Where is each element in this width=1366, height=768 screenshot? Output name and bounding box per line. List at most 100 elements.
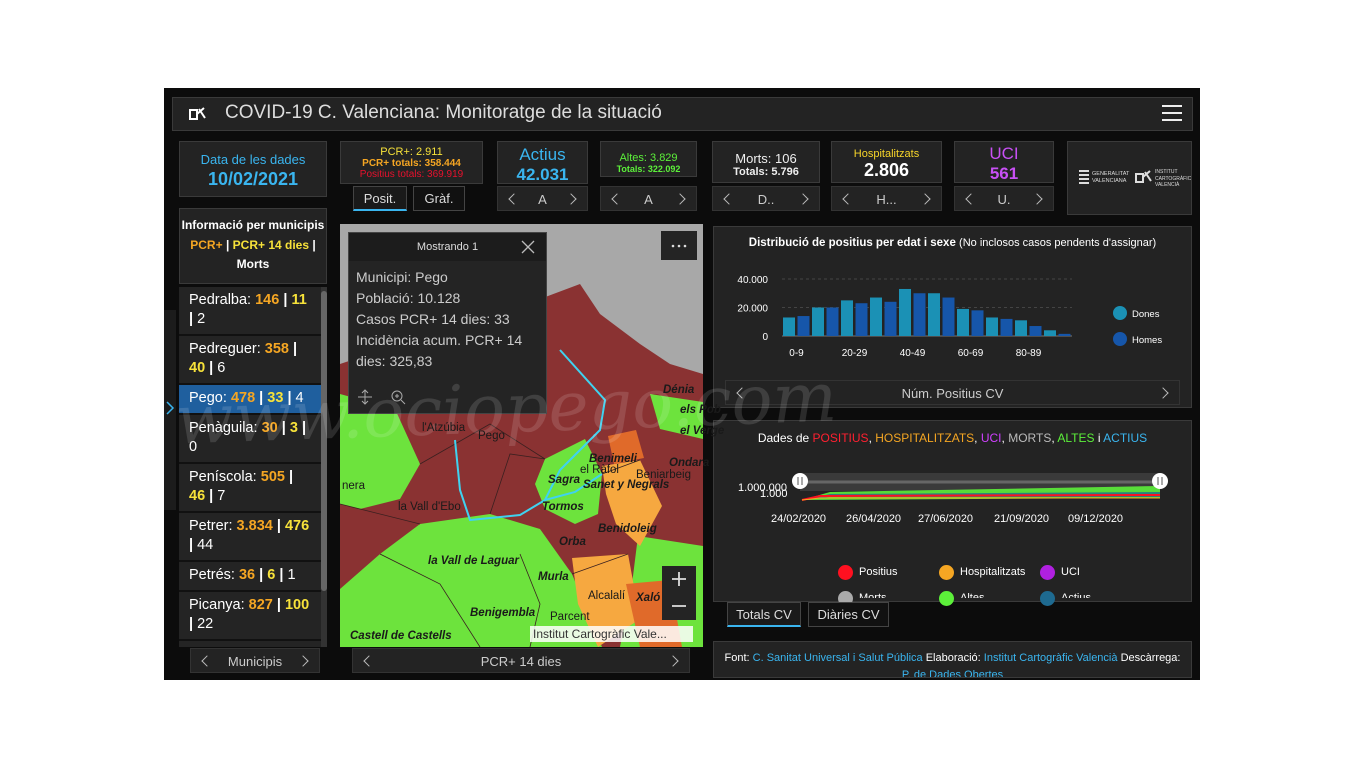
legend-morts: Morts xyxy=(236,257,270,271)
place-label: nera xyxy=(342,480,366,492)
title-part: UCI xyxy=(980,431,1002,445)
tab-graf[interactable]: Gràf. xyxy=(413,186,465,211)
muni-row[interactable]: Penàguila: 30 | 3 | 0 xyxy=(179,415,321,464)
legend-pcr14: PCR+ 14 dies xyxy=(232,238,310,252)
tab-totals[interactable]: Totals CV xyxy=(727,602,801,627)
bar xyxy=(812,307,824,336)
altes-nav[interactable]: A xyxy=(600,186,697,211)
tab-diaries[interactable]: Diàries CV xyxy=(808,602,889,627)
title-part: , xyxy=(868,431,872,445)
muni-sep: | xyxy=(209,360,214,376)
title-part: , xyxy=(1001,431,1005,445)
place-label: Dénia xyxy=(663,384,695,396)
legend-swatch xyxy=(1113,306,1127,320)
muni-row[interactable]: Picanya: 827 | 100 | 22 xyxy=(179,592,321,641)
muni-row[interactable]: Pedreguer: 358 | 40 | 6 xyxy=(179,336,321,385)
bar xyxy=(1015,320,1027,336)
bar xyxy=(1000,318,1013,336)
muni-pcr: 36 xyxy=(238,567,256,583)
legend-label: Altes xyxy=(960,592,984,598)
logo-icv: INSTITUT CARTOGRÀFIC VALENCIÀ xyxy=(1155,169,1192,188)
hosp-value: 2.806 xyxy=(863,160,910,180)
place-label: l'Atzúbia xyxy=(422,422,466,434)
muni-sep: | xyxy=(209,488,214,504)
timeline-title: Dades de POSITIUS, HOSPITALITZATS, UCI, … xyxy=(714,431,1191,445)
place-label: Tormos xyxy=(542,501,584,513)
bar xyxy=(971,310,984,336)
footer-text: Elaboració: xyxy=(925,652,981,664)
footer-link[interactable]: P. de Dades Obertes xyxy=(901,669,1004,678)
muni-row[interactable]: Picassent: 1.730 | 283 | 47 xyxy=(179,641,321,647)
map-more[interactable] xyxy=(661,231,697,260)
tab-posit[interactable]: Posit. xyxy=(353,186,407,211)
scroll-thumb[interactable] xyxy=(321,291,327,591)
muni-row[interactable]: Pego: 478 | 33 | 4 xyxy=(179,385,321,415)
popup-close[interactable] xyxy=(521,240,535,254)
muni-sep: | xyxy=(279,567,284,583)
legend-sep: | xyxy=(312,238,316,252)
map-nav[interactable]: PCR+ 14 dies xyxy=(352,648,690,673)
footer-link[interactable]: Institut Cartogràfic Valencià xyxy=(983,652,1118,664)
muni-sep: | xyxy=(259,390,264,406)
morts-box: Morts: 106 Totals: 5.796 xyxy=(712,141,820,183)
logos-box: GENERALITAT VALENCIANA INSTITUT CARTOGRÀ… xyxy=(1067,141,1192,215)
muni-morts: 1 xyxy=(287,567,296,583)
uci-nav[interactable]: U. xyxy=(954,186,1054,211)
muni-pcr14: 33 xyxy=(267,390,284,406)
muni-morts: 44 xyxy=(197,537,214,553)
muni-pcr: 1.730 xyxy=(260,646,296,647)
place-label: el Ràfol xyxy=(580,464,619,476)
bar xyxy=(1058,333,1071,336)
muni-nav[interactable]: Municipis xyxy=(190,648,320,673)
muni-sep: | xyxy=(189,311,194,327)
popup-line: Incidència acum. PCR+ 14 dies: 325,83 xyxy=(356,332,523,369)
muni-header: Informació per municipis PCR+ | PCR+ 14 … xyxy=(179,208,327,284)
title-part: HOSPITALITZATS xyxy=(875,431,975,445)
muni-sep: | xyxy=(276,597,281,613)
popup-tools[interactable] xyxy=(355,387,415,407)
more-icon xyxy=(671,244,687,248)
x-tick-label: 60-69 xyxy=(958,348,984,359)
legend-label: Hospitalitzats xyxy=(960,566,1026,578)
menu-button[interactable] xyxy=(1161,104,1183,122)
muni-row[interactable]: Pedralba: 146 | 11 | 2 xyxy=(179,287,321,336)
footer-link[interactable]: C. Sanitat Universal i Salut Pública xyxy=(752,652,923,664)
age-nav[interactable]: Núm. Positius CV xyxy=(725,380,1180,405)
muni-row[interactable]: Petrés: 36 | 6 | 1 xyxy=(179,562,321,592)
muni-name: Picassent: xyxy=(189,646,256,647)
altes-today: Altes: 3.829 xyxy=(619,152,678,164)
muni-row[interactable]: Peníscola: 505 | 46 | 7 xyxy=(179,464,321,513)
hosp-nav[interactable]: H... xyxy=(831,186,942,211)
place-label: Sanet y Negrals xyxy=(583,479,670,491)
app-title: COVID-19 C. Valenciana: Monitoratge de l… xyxy=(225,102,662,123)
x-tick-label: 40-49 xyxy=(900,348,926,359)
altes-box: Altes: 3.829 Totals: 322.092 xyxy=(600,141,697,177)
hosp-box: Hospitalitzats 2.806 xyxy=(831,141,942,183)
muni-pcr14: 40 xyxy=(189,360,206,376)
muni-pcr14: 11 xyxy=(291,292,307,308)
place-label: Benigembla xyxy=(470,607,536,619)
hosp-label: Hospitalitzats xyxy=(853,148,920,160)
zoom-control[interactable] xyxy=(662,566,696,620)
muni-morts: 4 xyxy=(295,390,304,406)
date-value: 10/02/2021 xyxy=(207,169,299,189)
x-tick-label: 27/06/2020 xyxy=(918,513,974,525)
legend-swatch xyxy=(838,565,853,580)
y-tick-label: 20.000 xyxy=(737,304,768,315)
bar xyxy=(826,307,839,336)
muni-row[interactable]: Petrer: 3.834 | 476 | 44 xyxy=(179,513,321,562)
legend-swatch xyxy=(1113,332,1127,346)
place-label: Benidoleig xyxy=(598,523,657,535)
popup-body: Municipi: Pego Població: 10.128 Casos PCR+… xyxy=(349,261,548,378)
logo-gva: GENERALITAT VALENCIANA xyxy=(1092,171,1130,184)
title-part: MORTS xyxy=(1008,431,1052,445)
side-toggle[interactable] xyxy=(164,310,176,510)
muni-pcr: 358 xyxy=(264,341,289,357)
pcr-total: PCR+ totals: 358.444 xyxy=(362,158,461,169)
legend-pcr: PCR+ xyxy=(190,238,223,252)
actius-nav[interactable]: A xyxy=(497,186,588,211)
morts-nav[interactable]: D.. xyxy=(712,186,820,211)
muni-morts: 0 xyxy=(189,439,198,455)
popup-title: Mostrando 1 xyxy=(349,233,546,261)
title-part: , xyxy=(1051,431,1055,445)
